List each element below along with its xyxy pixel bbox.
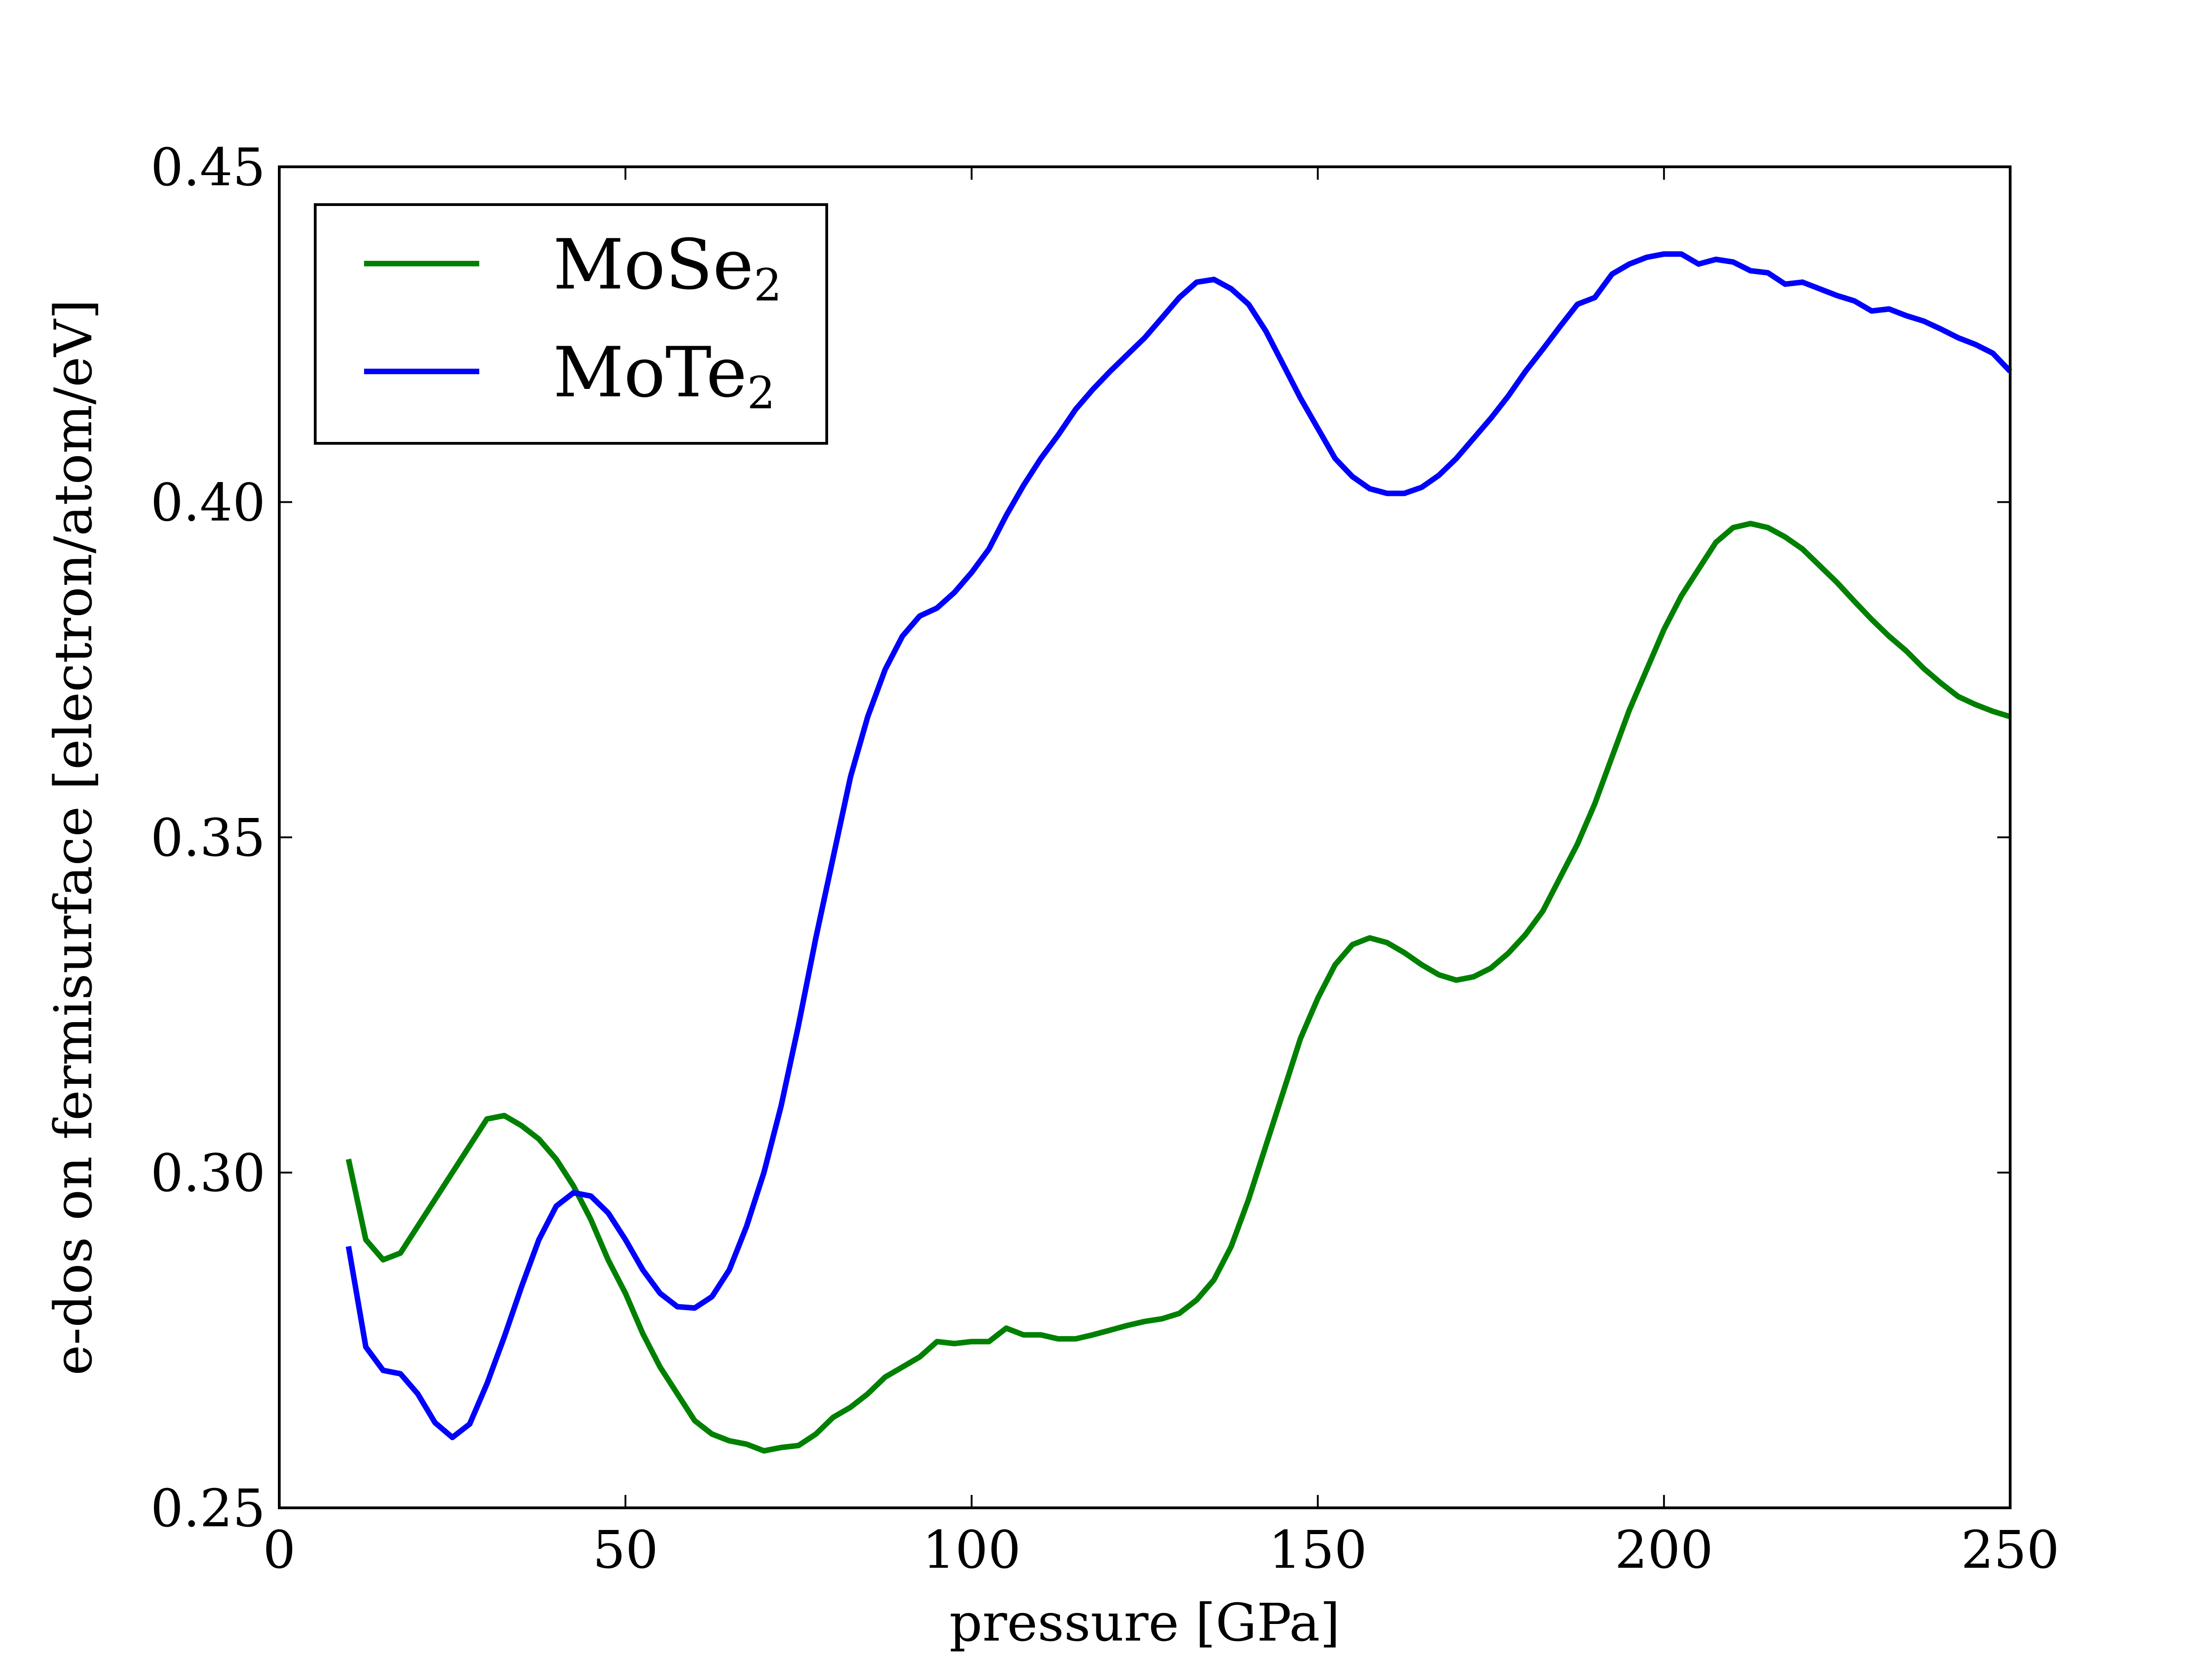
legend-box <box>314 203 828 445</box>
legend: MoSe2 MoTe2 <box>314 203 828 445</box>
x-tick-label: 200 <box>1615 1520 1713 1580</box>
x-tick-label: 0 <box>263 1520 295 1580</box>
series-lines <box>346 251 2012 1454</box>
x-axis-label: pressure [GPa] <box>949 1593 1340 1653</box>
y-tick-label: 0.25 <box>151 1479 265 1539</box>
x-tick-label: 50 <box>593 1520 659 1580</box>
series-line-1 <box>346 251 2012 1441</box>
x-tick-label: 250 <box>1961 1520 2059 1580</box>
y-tick-label: 0.45 <box>151 138 265 198</box>
x-tick-label: 100 <box>923 1520 1021 1580</box>
x-tick-label: 150 <box>1269 1520 1367 1580</box>
series-line-0 <box>346 521 2011 1454</box>
legend-label-0: MoSe2 <box>553 225 782 311</box>
axis-ticks <box>278 166 2011 1509</box>
legend-label-1: MoTe2 <box>553 333 775 419</box>
axis-tick-labels: 0 50 100 150 200 250 0.25 0.30 0.35 0.40 0.45 <box>151 138 2059 1580</box>
y-tick-label: 0.30 <box>151 1144 265 1204</box>
y-axis-label: e-dos on fermisurface [electron/atom/eV] <box>44 299 104 1375</box>
y-tick-label: 0.40 <box>151 473 265 533</box>
y-tick-label: 0.35 <box>151 808 265 868</box>
